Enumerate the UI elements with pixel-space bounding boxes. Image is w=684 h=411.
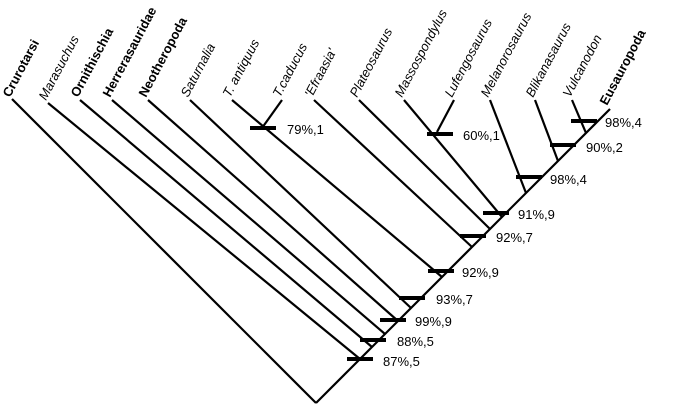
branch-ornithischia (79, 99, 373, 348)
taxon-label: Massospondylus (391, 6, 450, 99)
support-label: 87%,5 (383, 354, 420, 369)
branch-marasuchus (47, 102, 361, 360)
support-label: 60%,1 (463, 128, 500, 143)
support-label: 98%,4 (605, 115, 642, 130)
support-label: 93%,7 (436, 292, 473, 307)
taxon-label: 'Efraasia' (301, 45, 339, 99)
support-label: 99%,9 (415, 314, 452, 329)
support-label: 98%,4 (550, 172, 587, 187)
branch-t-caducus (261, 99, 283, 129)
taxon-label: Plateosaurus (346, 25, 395, 99)
branch-neotheropoda (147, 99, 399, 322)
branch-spine (315, 108, 611, 404)
branch-blikanasaurus (533, 99, 560, 162)
taxon-label: Crurotarsi (0, 37, 42, 100)
support-label: 91%,9 (518, 207, 555, 222)
support-label: 92%,9 (462, 265, 499, 280)
branch-efraasia (313, 99, 473, 248)
taxon-label: Saturnalia (177, 41, 218, 100)
taxon-label: Vulcanodon (559, 32, 604, 99)
branch-saturnalia (189, 99, 412, 309)
branch-massospondylus (403, 99, 503, 218)
branch-plateosaurus (358, 99, 491, 230)
support-label: 90%,2 (586, 140, 623, 155)
branch-crurotarsi (11, 98, 317, 404)
support-label: 79%,1 (287, 122, 324, 137)
support-label: 88%,5 (397, 334, 434, 349)
taxon-label: T. antiquus (219, 36, 262, 99)
branch-vulcanodon (570, 99, 588, 134)
branch-melanorosaurus (488, 99, 528, 194)
branch-herrerasauridae (111, 99, 386, 335)
taxon-label: Eusauropoda (596, 26, 649, 107)
support-label: 92%,7 (496, 230, 533, 245)
branch-lufengosaurus (436, 99, 455, 133)
